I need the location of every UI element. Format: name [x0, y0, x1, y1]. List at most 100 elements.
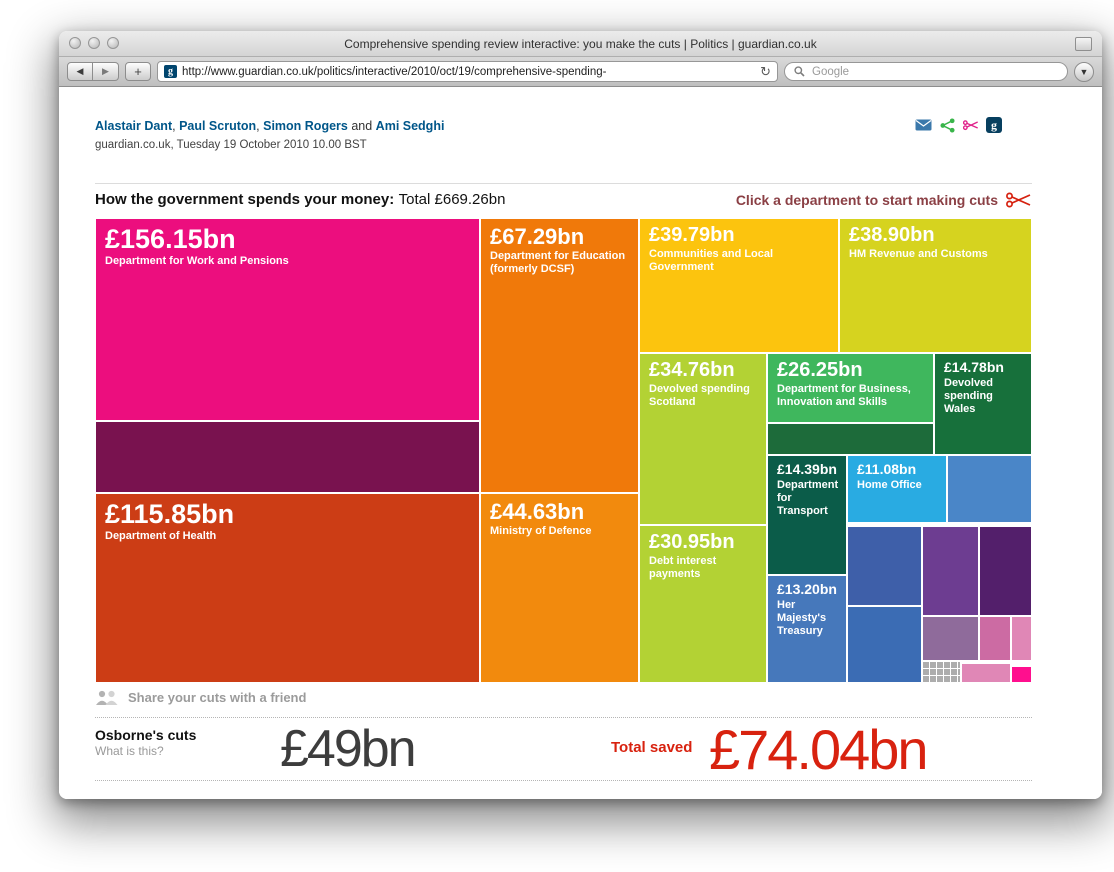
- guardian-badge-icon[interactable]: g: [986, 117, 1002, 133]
- treemap-cell-small-blue-a[interactable]: [947, 455, 1032, 523]
- cell-value: £44.63bn: [490, 499, 585, 524]
- magnifier-icon: [794, 66, 805, 77]
- cell-value: £11.08bn: [857, 461, 917, 477]
- osborne-cuts-label: Osborne's cuts: [95, 727, 197, 743]
- zoom-window-button[interactable]: [107, 37, 119, 49]
- cell-label: Her Majesty's Treasury: [777, 598, 827, 638]
- article-share-icons: g: [914, 117, 1002, 133]
- cell-label: HM Revenue and Customs: [849, 248, 988, 260]
- treemap-cell-education[interactable]: £67.29bn Department for Education (forme…: [480, 218, 639, 493]
- treemap-cell-small-pink-a[interactable]: [979, 616, 1011, 661]
- share-prompt[interactable]: Share your cuts with a friend: [128, 690, 307, 705]
- cell-value: £115.85bn: [105, 499, 235, 529]
- clip-scissors-icon[interactable]: [962, 117, 980, 133]
- cell-label: Department for Education (formerly DCSF): [490, 250, 626, 276]
- treemap-cell-small-blue-c[interactable]: [847, 606, 922, 683]
- author-link[interactable]: Simon Rogers: [263, 119, 348, 133]
- byline-separator: ,: [256, 119, 264, 133]
- author-link[interactable]: Paul Scruton: [179, 119, 257, 133]
- dateline: guardian.co.uk, Tuesday 19 October 2010 …: [95, 139, 367, 151]
- treemap-cell-work-pensions[interactable]: £156.15bn Department for Work and Pensio…: [95, 218, 480, 421]
- treemap-cell-business-innovation-skills-cut[interactable]: [767, 423, 934, 455]
- cta-text: Click a department to start making cuts: [735, 192, 998, 208]
- forward-button[interactable]: ▶: [93, 62, 119, 81]
- treemap-cell-small-pink-c[interactable]: [961, 663, 1011, 683]
- cell-label: Ministry of Defence: [490, 525, 592, 538]
- dotted-divider: [95, 780, 1032, 781]
- cell-value: £26.25bn: [777, 359, 863, 381]
- cell-label: Department for Business, Innovation and …: [777, 383, 911, 409]
- cell-value: £14.78bn: [944, 359, 1004, 375]
- browser-window: Comprehensive spending review interactiv…: [59, 31, 1102, 799]
- page-content: Alastair Dant, Paul Scruton, Simon Roger…: [59, 87, 1102, 799]
- treemap-cell-health[interactable]: £115.85bn Department of Health: [95, 493, 480, 683]
- treemap-cell-small-purple[interactable]: [922, 526, 979, 616]
- cta-instruction: Click a department to start making cuts: [736, 192, 1032, 208]
- byline: Alastair Dant, Paul Scruton, Simon Roger…: [95, 117, 444, 151]
- osborne-cuts-value: £49bn: [280, 720, 417, 778]
- treemap-cell-debt-interest[interactable]: £30.95bn Debt interest payments: [639, 525, 767, 683]
- spending-treemap: £156.15bn Department for Work and Pensio…: [95, 218, 1032, 683]
- email-icon[interactable]: [914, 117, 932, 133]
- treemap-cell-small-blue-b[interactable]: [847, 526, 922, 606]
- reload-icon[interactable]: ↻: [760, 64, 771, 79]
- nav-buttons: ◀ ▶: [67, 62, 119, 81]
- dotted-divider: [95, 717, 1032, 718]
- cell-value: £39.79bn: [649, 224, 735, 246]
- url-field[interactable]: http://www.guardian.co.uk/politics/inter…: [182, 65, 607, 78]
- window-controls: [69, 37, 119, 49]
- author-link[interactable]: Alastair Dant: [95, 119, 173, 133]
- close-window-button[interactable]: [69, 37, 81, 49]
- cell-label: Debt interest payments: [649, 555, 717, 581]
- cell-value: £67.29bn: [490, 224, 585, 249]
- back-button[interactable]: ◀: [67, 62, 93, 81]
- window-title: Comprehensive spending review interactiv…: [344, 36, 817, 51]
- divider: [95, 183, 1032, 184]
- minimize-window-button[interactable]: [88, 37, 100, 49]
- treemap-cell-defence[interactable]: £44.63bn Ministry of Defence: [480, 493, 639, 683]
- cell-value: £14.39bn: [777, 461, 837, 477]
- treemap-cell-transport[interactable]: £14.39bn Department for Transport: [767, 455, 847, 575]
- treemap-cell-business-innovation-skills[interactable]: £26.25bn Department for Business, Innova…: [767, 353, 934, 423]
- address-bar[interactable]: g http://www.guardian.co.uk/politics/int…: [157, 61, 778, 82]
- what-is-this-link[interactable]: What is this?: [95, 744, 164, 758]
- cell-label: Department of Health: [105, 530, 217, 543]
- total-saved-value: £74.04bn: [709, 718, 929, 781]
- browser-toolbar: ◀ ▶ + g http://www.guardian.co.uk/politi…: [59, 57, 1102, 87]
- treemap-cell-small-magenta[interactable]: [1011, 666, 1032, 683]
- cell-value: £30.95bn: [649, 531, 735, 553]
- total-saved-label: Total saved: [611, 739, 693, 756]
- treemap-cell-home-office[interactable]: £11.08bn Home Office: [847, 455, 947, 523]
- treemap-cell-small-mauve[interactable]: [922, 616, 979, 661]
- cell-value: £34.76bn: [649, 359, 735, 381]
- treemap-cell-treasury[interactable]: £13.20bn Her Majesty's Treasury: [767, 575, 847, 683]
- search-input[interactable]: [810, 64, 1058, 79]
- treemap-cell-hmrc[interactable]: £38.90bn HM Revenue and Customs: [839, 218, 1032, 353]
- treemap-cell-small-dark-purple[interactable]: [979, 526, 1032, 616]
- author-link[interactable]: Ami Sedghi: [375, 119, 445, 133]
- share-icon[interactable]: [938, 117, 956, 133]
- downloads-button[interactable]: ▼: [1074, 61, 1094, 82]
- cell-label: Devolved spending Wales: [944, 376, 993, 416]
- search-field[interactable]: [784, 62, 1068, 81]
- titlebar: Comprehensive spending review interactiv…: [59, 31, 1102, 57]
- titlebar-widget-icon[interactable]: [1075, 37, 1092, 51]
- cell-label: Devolved spending Scotland: [649, 383, 750, 409]
- title-bold: How the government spends your money:: [95, 191, 395, 208]
- new-tab-button[interactable]: +: [125, 62, 151, 81]
- byline-separator: and: [347, 119, 376, 133]
- cell-value: £38.90bn: [849, 224, 935, 246]
- scissors-icon: [1006, 192, 1031, 208]
- treemap-cell-communities[interactable]: £39.79bn Communities and Local Governmen…: [639, 218, 839, 353]
- treemap-cell-scotland[interactable]: £34.76bn Devolved spending Scotland: [639, 353, 767, 525]
- page-title: How the government spends your money: To…: [95, 191, 505, 209]
- totals-section: Osborne's cuts What is this? £49bn Total…: [95, 718, 1032, 781]
- byline-row: Alastair Dant, Paul Scruton, Simon Roger…: [95, 117, 1032, 151]
- share-strip[interactable]: Share your cuts with a friend: [95, 690, 306, 705]
- treemap-cell-small-pink-b[interactable]: [1011, 616, 1032, 661]
- cell-label: Home Office: [857, 478, 922, 491]
- cell-value: £156.15bn: [105, 224, 236, 254]
- treemap-cell-small-grid[interactable]: [922, 661, 961, 683]
- treemap-cell-wales[interactable]: £14.78bn Devolved spending Wales: [934, 353, 1032, 455]
- treemap-cell-work-pensions-cut[interactable]: [95, 421, 480, 493]
